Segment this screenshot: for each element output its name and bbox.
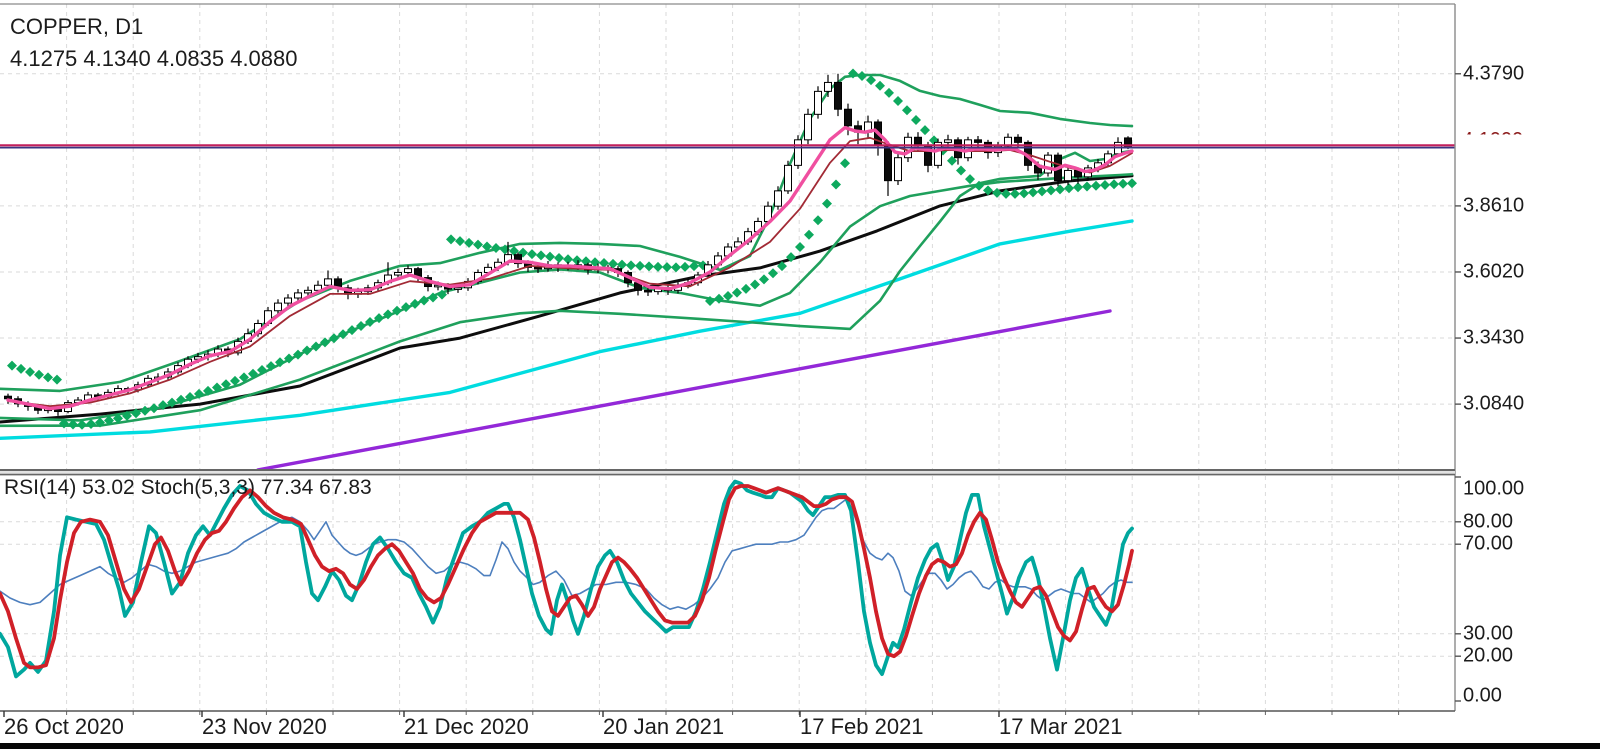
current-price-badge: 4.0880 — [1463, 137, 1525, 159]
price-axis-label: 3.0840 — [1463, 392, 1525, 415]
indicator-label: RSI(14) 53.02 Stoch(5,3,3) 77.34 67.83 — [4, 476, 372, 499]
date-axis-label: 26 Oct 2020 — [4, 714, 124, 739]
indicator-axis-label: 0.00 — [1463, 684, 1502, 707]
hidden-price-label: 4.1000 — [1462, 129, 1523, 151]
price-axis-label: 4.3790 — [1463, 62, 1525, 85]
main-panel[interactable] — [0, 68, 1455, 470]
symbol-title: COPPER, D1 — [10, 14, 144, 39]
ohlc-readout: 4.1275 4.1340 4.0835 4.0880 — [10, 46, 298, 71]
price-axis-label: 3.3430 — [1463, 326, 1525, 349]
date-axis-label: 17 Feb 2021 — [800, 714, 924, 739]
parabolic-sar-dots — [7, 68, 1137, 430]
indicator-axis-label: 20.00 — [1463, 644, 1514, 667]
indicator-panel[interactable] — [0, 479, 1134, 679]
indicator-axis-label: 100.00 — [1463, 477, 1525, 500]
date-axis-label: 21 Dec 2020 — [404, 714, 529, 739]
date-axis-label: 17 Mar 2021 — [999, 714, 1123, 739]
date-axis-label: 20 Jan 2021 — [603, 714, 725, 739]
indicator-axis-label: 80.00 — [1463, 510, 1514, 533]
price-axis-label: 3.8610 — [1463, 194, 1525, 217]
date-axis-label: 23 Nov 2020 — [202, 714, 327, 739]
indicator-axis-label: 30.00 — [1463, 622, 1514, 645]
price-axis-label: 3.6020 — [1463, 260, 1525, 283]
indicator-axis-label: 70.00 — [1463, 532, 1514, 555]
bottom-bar — [0, 743, 1600, 749]
